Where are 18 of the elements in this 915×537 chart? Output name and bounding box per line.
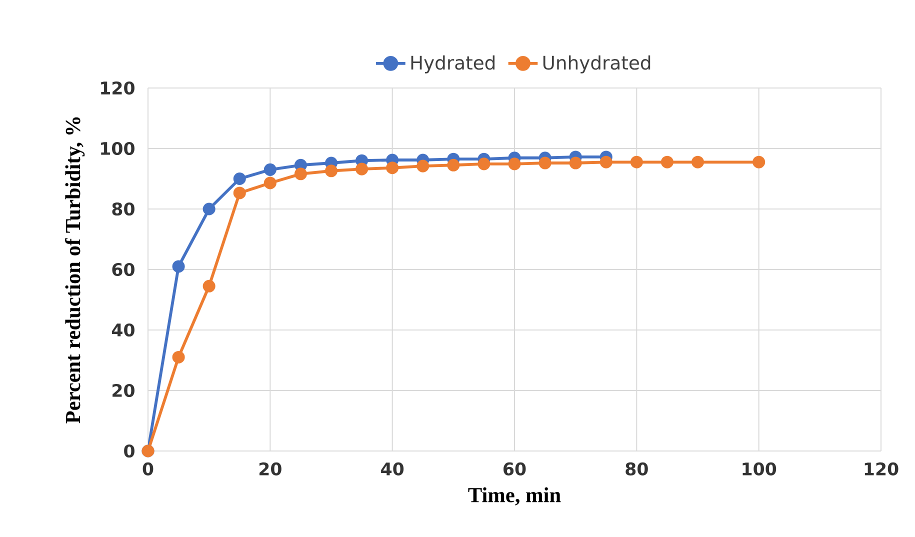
y-tick-label: 60 [112,262,134,276]
x-tick-label: 0 [142,462,154,476]
x-axis-title: Time, min [468,487,561,506]
x-tick-label: 60 [504,462,526,476]
y-tick-label: 40 [112,323,134,337]
x-tick-label: 120 [864,462,898,476]
x-tick-label: 80 [626,462,648,476]
x-tick-label: 20 [259,462,282,476]
x-tick-label: 100 [742,462,776,476]
legend-label: Unhydrated [543,55,650,74]
y-tick-label: 20 [112,384,134,398]
y-axis-title: Percent reduction of Turbidity, % [65,117,85,424]
x-tick-label: 40 [381,462,404,476]
legend-label: Hydrated [411,55,495,74]
y-tick-label: 80 [112,202,134,216]
y-tick-label: 100 [101,142,134,156]
y-tick-label: 120 [101,81,134,95]
y-tick-label: 0 [124,444,134,458]
